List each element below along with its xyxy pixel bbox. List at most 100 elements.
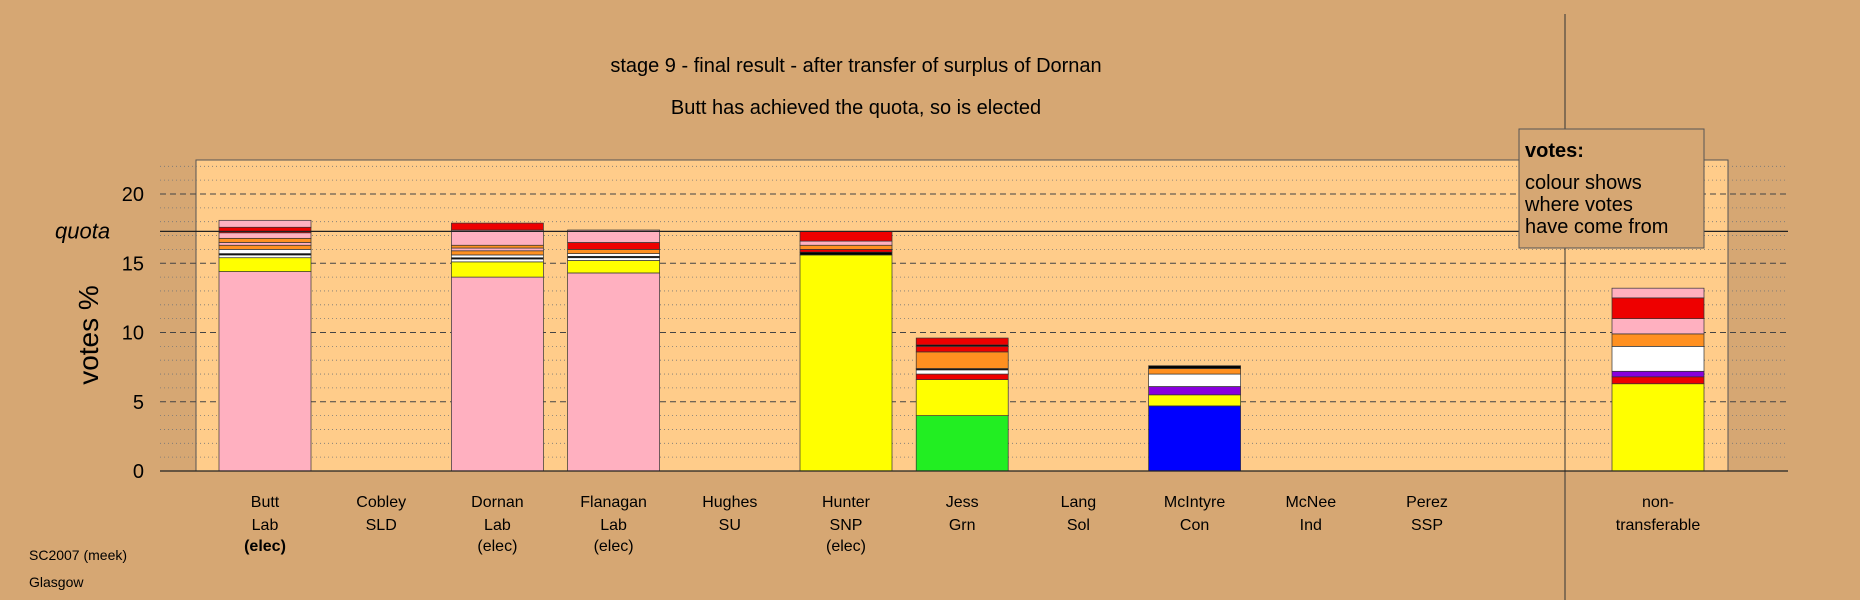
bar-segment-snp — [218, 257, 312, 272]
bars-layer — [218, 219, 1705, 472]
bar-segment-ind — [218, 254, 312, 259]
bar-segment-lab — [451, 276, 544, 472]
bar-nontransferable — [1611, 287, 1705, 472]
legend-line-1: colour shows — [1525, 172, 1642, 194]
bar-segment-lab — [567, 272, 660, 472]
bar-segment-sol — [1148, 386, 1241, 396]
legend-line-2: where votes — [1524, 194, 1633, 216]
labels-layer: 0 5 10 15 20 Butt Lab (elec) Cobley SLD Dornan Lab (… — [122, 184, 1788, 555]
candidate-name: Hughes — [702, 494, 757, 511]
bar-segment-sld — [567, 249, 660, 254]
legend-frame — [1518, 128, 1705, 249]
bar-segment-ind — [218, 249, 312, 254]
candidate-name: Jess — [946, 494, 979, 511]
bar-segment-lab — [218, 242, 312, 246]
bar-segment-ind — [451, 254, 544, 259]
candidate-party: Grn — [949, 517, 976, 534]
bar-hunter — [799, 231, 893, 472]
bar-segment-ind — [1611, 346, 1705, 372]
y-tick-label: 0 — [133, 461, 144, 483]
bar-segment-sld — [451, 244, 544, 249]
bar-mcintyre — [1148, 365, 1241, 472]
candidate-party: SNP — [830, 517, 863, 534]
candidate-party: SSP — [1411, 517, 1443, 534]
candidate-status: (elec) — [594, 538, 634, 555]
bar-segment-su — [799, 251, 893, 256]
candidate-name: Dornan — [471, 494, 523, 511]
bar-segment-ind — [915, 369, 1009, 375]
chart-subtitle: Butt has achieved the quota, so is elect… — [671, 97, 1041, 119]
candidate-party: SU — [719, 517, 741, 534]
bar-segment-ssp — [1611, 297, 1705, 319]
bar-segment-snp — [915, 379, 1009, 416]
bar-segment-sld — [451, 250, 544, 256]
bar-segment-sld — [218, 244, 312, 250]
candidate-status: (elec) — [826, 538, 866, 555]
bar-segment-sol — [1611, 370, 1705, 378]
bar-segment-grn — [915, 415, 1009, 472]
bar-segment-ssp — [451, 222, 544, 231]
bar-segment-lab — [218, 232, 312, 239]
footer-line-2: Glasgow — [29, 574, 84, 590]
bar-segment-ssp — [567, 242, 660, 250]
candidate-status: (elec) — [477, 538, 517, 555]
y-tick-label: 15 — [122, 253, 144, 275]
bar-segment-lab — [799, 240, 893, 246]
candidate-party: Lab — [484, 517, 511, 534]
candidate-name: Butt — [251, 494, 280, 511]
bar-flanagan — [567, 229, 660, 472]
legend-title: votes: — [1525, 140, 1584, 162]
candidate-name: McNee — [1285, 494, 1336, 511]
footer-line-1: SC2007 (meek) — [29, 547, 127, 563]
legend-line-3: have come from — [1525, 216, 1668, 238]
bar-dornan — [451, 222, 544, 472]
bar-segment-lab — [451, 229, 544, 246]
bar-segment-ssp — [1611, 376, 1705, 385]
bar-segment-lab — [218, 219, 312, 228]
bar-segment-sld — [915, 351, 1009, 369]
bar-segment-ssp — [799, 231, 893, 242]
bar-segment-sld — [218, 237, 312, 243]
bar-segment-lab — [1611, 287, 1705, 299]
y-tick-label: 10 — [122, 323, 144, 345]
candidate-name: Hunter — [822, 494, 871, 511]
bar-segment-lab — [1611, 318, 1705, 335]
nontransferable-label: transferable — [1616, 517, 1701, 534]
bar-segment-sld — [1611, 333, 1705, 347]
candidate-party: Ind — [1300, 517, 1322, 534]
bar-segment-con — [1148, 405, 1241, 472]
bar-segment-ssp — [915, 373, 1009, 380]
bar-jess — [915, 337, 1009, 472]
candidate-name: Flanagan — [580, 494, 647, 511]
candidate-status: (elec) — [244, 538, 286, 555]
bar-segment-snp — [567, 260, 660, 274]
candidate-name: Lang — [1061, 494, 1097, 511]
bar-segment-lab — [567, 229, 660, 243]
bar-segment-su — [1148, 365, 1241, 369]
quota-label: quota — [55, 218, 110, 243]
y-tick-label: 5 — [133, 392, 144, 414]
candidate-party: Sol — [1067, 517, 1090, 534]
nontransferable-label: non- — [1642, 494, 1674, 511]
bar-segment-sld — [799, 244, 893, 250]
candidate-party: SLD — [366, 517, 397, 534]
candidate-party: Con — [1180, 517, 1209, 534]
chart-title: stage 9 - final result - after transfer … — [610, 55, 1101, 77]
bar-segment-snp — [799, 254, 893, 472]
y-axis-label: votes % — [73, 285, 104, 385]
bar-segment-ssp — [799, 249, 893, 253]
bar-segment-lab — [451, 247, 544, 252]
bar-segment-ssp — [915, 337, 1009, 346]
bar-segment-ssp — [915, 346, 1009, 353]
candidate-name: Perez — [1406, 494, 1448, 511]
bar-segment-ind — [567, 253, 660, 257]
bar-segment-ind — [567, 257, 660, 261]
bar-segment-ind — [451, 258, 544, 263]
candidate-name: Cobley — [356, 494, 406, 511]
candidate-party: Lab — [252, 517, 279, 534]
candidate-name: McIntyre — [1164, 494, 1225, 511]
bar-segment-snp — [1611, 383, 1705, 472]
candidate-party: Lab — [600, 517, 627, 534]
bar-segment-sld — [1148, 368, 1241, 375]
